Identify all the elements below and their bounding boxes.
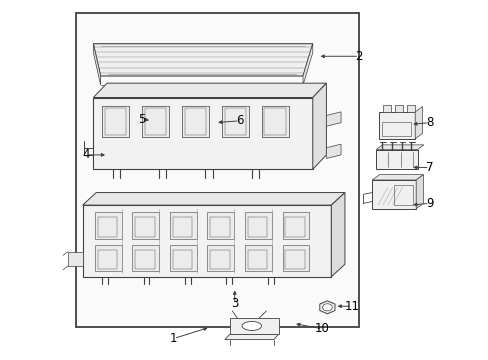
Text: 5: 5 xyxy=(138,113,145,126)
Bar xyxy=(222,107,248,137)
Polygon shape xyxy=(93,44,312,76)
Polygon shape xyxy=(105,143,122,159)
Bar xyxy=(152,113,163,126)
Polygon shape xyxy=(319,301,334,314)
Bar xyxy=(135,249,155,269)
Bar xyxy=(95,244,122,271)
Bar xyxy=(224,108,246,135)
Bar xyxy=(172,249,192,269)
Bar xyxy=(95,212,122,239)
Ellipse shape xyxy=(242,321,261,330)
Text: 7: 7 xyxy=(425,161,433,174)
Bar xyxy=(282,244,309,271)
Bar xyxy=(169,244,196,271)
Polygon shape xyxy=(394,105,402,112)
Polygon shape xyxy=(105,139,126,143)
Bar xyxy=(207,212,234,239)
Bar xyxy=(262,107,288,137)
Bar xyxy=(244,212,271,239)
Polygon shape xyxy=(82,193,344,205)
Polygon shape xyxy=(229,318,278,334)
Polygon shape xyxy=(371,180,415,209)
Circle shape xyxy=(322,304,331,311)
Text: 11: 11 xyxy=(344,300,359,313)
Polygon shape xyxy=(167,104,171,128)
Bar xyxy=(102,107,129,137)
Polygon shape xyxy=(375,145,423,149)
Bar xyxy=(135,217,155,237)
Polygon shape xyxy=(303,44,312,85)
Polygon shape xyxy=(93,98,312,169)
Polygon shape xyxy=(122,139,126,159)
Polygon shape xyxy=(378,112,414,139)
Polygon shape xyxy=(93,44,101,85)
Polygon shape xyxy=(326,112,340,126)
Bar xyxy=(244,244,271,271)
Polygon shape xyxy=(406,105,414,112)
Polygon shape xyxy=(82,205,330,277)
Polygon shape xyxy=(149,108,167,128)
Polygon shape xyxy=(190,105,215,109)
Bar xyxy=(247,249,267,269)
Bar xyxy=(98,249,117,269)
Text: 4: 4 xyxy=(82,148,90,161)
Polygon shape xyxy=(415,175,423,209)
Text: 3: 3 xyxy=(231,297,238,310)
Bar xyxy=(184,108,206,135)
Polygon shape xyxy=(330,193,344,277)
Polygon shape xyxy=(149,104,171,108)
Bar xyxy=(264,108,286,135)
Bar xyxy=(210,249,229,269)
Polygon shape xyxy=(371,175,423,180)
Text: 10: 10 xyxy=(314,322,329,335)
Polygon shape xyxy=(190,109,211,131)
Bar xyxy=(247,217,267,237)
Bar xyxy=(282,212,309,239)
Polygon shape xyxy=(68,252,82,266)
Bar xyxy=(169,212,196,239)
Polygon shape xyxy=(93,83,326,98)
Bar xyxy=(285,217,305,237)
Text: 9: 9 xyxy=(425,197,433,210)
Bar xyxy=(76,13,358,327)
Bar xyxy=(132,212,159,239)
Bar xyxy=(144,108,166,135)
Bar xyxy=(285,249,305,269)
Bar xyxy=(207,244,234,271)
Bar xyxy=(172,217,192,237)
Polygon shape xyxy=(414,107,422,139)
Polygon shape xyxy=(326,144,340,158)
Bar xyxy=(393,185,412,205)
Polygon shape xyxy=(375,149,417,169)
Bar xyxy=(210,217,229,237)
Polygon shape xyxy=(211,105,215,131)
Text: 8: 8 xyxy=(425,116,432,129)
Bar xyxy=(132,244,159,271)
Bar xyxy=(98,217,117,237)
Polygon shape xyxy=(312,83,326,169)
Text: 6: 6 xyxy=(235,114,243,127)
Bar xyxy=(382,122,410,136)
Polygon shape xyxy=(224,334,278,339)
Text: 2: 2 xyxy=(355,50,362,63)
Polygon shape xyxy=(383,105,390,112)
Text: 1: 1 xyxy=(170,332,177,345)
Bar xyxy=(104,108,126,135)
Bar xyxy=(182,107,208,137)
Bar xyxy=(142,107,168,137)
